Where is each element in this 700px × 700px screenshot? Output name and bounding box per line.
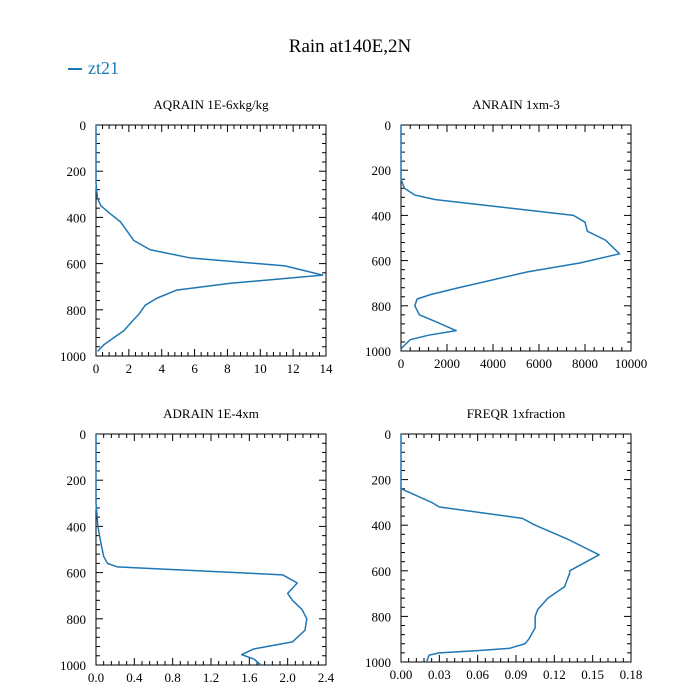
x-tick-label: 0.06 xyxy=(466,667,489,682)
x-tick-label: 14 xyxy=(320,361,334,376)
x-tick-label: 2000 xyxy=(434,356,460,371)
plot-frame xyxy=(95,124,327,357)
y-tick-label: 400 xyxy=(372,208,392,223)
y-tick-label: 1000 xyxy=(60,658,86,673)
x-tick-label: 1.2 xyxy=(203,670,219,685)
x-tick-label: 10 xyxy=(254,361,267,376)
figure-title: Rain at140E,2N xyxy=(288,36,412,57)
x-tick-label: 8 xyxy=(224,361,231,376)
series-line-zt21 xyxy=(95,434,308,666)
panel-title: ADRAIN 1E-4xm xyxy=(163,406,259,421)
panel-title: ANRAIN 1xm-3 xyxy=(472,97,560,112)
x-tick-label: 0.12 xyxy=(543,667,566,682)
y-tick-label: 0 xyxy=(385,118,392,133)
series-line-zt21 xyxy=(95,125,324,352)
y-tick-label: 600 xyxy=(67,566,87,581)
y-tick-label: 1000 xyxy=(365,344,391,359)
legend-swatch xyxy=(68,67,82,70)
x-tick-label: 10000 xyxy=(615,356,648,371)
panel-title: FREQR 1xfraction xyxy=(467,406,566,421)
y-tick-label: 0 xyxy=(385,427,392,442)
x-tick-label: 12 xyxy=(287,361,300,376)
x-tick-label: 0.03 xyxy=(428,667,451,682)
y-tick-label: 800 xyxy=(67,612,87,627)
y-tick-label: 0 xyxy=(80,118,87,133)
y-tick-label: 400 xyxy=(372,518,392,533)
x-tick-label: 0.4 xyxy=(126,670,143,685)
y-tick-label: 400 xyxy=(67,519,87,534)
y-tick-label: 1000 xyxy=(365,655,391,670)
x-tick-label: 2.4 xyxy=(318,670,335,685)
x-tick-label: 1.6 xyxy=(241,670,258,685)
series-line-zt21 xyxy=(400,125,621,350)
x-tick-label: 0.0 xyxy=(88,670,104,685)
y-tick-label: 200 xyxy=(372,163,392,178)
y-tick-label: 400 xyxy=(67,210,87,225)
x-tick-label: 6000 xyxy=(526,356,552,371)
x-tick-label: 2.0 xyxy=(280,670,296,685)
plot-frame xyxy=(400,124,632,352)
series-line-zt21 xyxy=(400,434,600,663)
x-tick-label: 4 xyxy=(158,361,165,376)
y-tick-label: 600 xyxy=(372,564,392,579)
x-tick-label: 0.8 xyxy=(165,670,181,685)
y-tick-label: 200 xyxy=(67,473,87,488)
x-tick-label: 6 xyxy=(191,361,198,376)
panel-title: AQRAIN 1E-6xkg/kg xyxy=(153,97,269,112)
panel-1: AQRAIN 1E-6xkg/kg 0 2 4 6 8 10 12 14 0 200 400 600 80… xyxy=(60,97,333,376)
y-tick-label: 600 xyxy=(67,257,87,272)
x-tick-label: 0 xyxy=(93,361,100,376)
y-tick-label: 200 xyxy=(67,164,87,179)
plot-frame xyxy=(95,433,327,666)
x-tick-label: 0.00 xyxy=(390,667,413,682)
y-tick-label: 200 xyxy=(372,473,392,488)
x-tick-label: 0.09 xyxy=(505,667,528,682)
plot-frame xyxy=(400,433,632,663)
legend-label: zt21 xyxy=(88,58,119,78)
y-tick-label: 800 xyxy=(372,299,392,314)
y-tick-label: 1000 xyxy=(60,349,86,364)
y-tick-label: 600 xyxy=(372,254,392,269)
x-tick-label: 0.15 xyxy=(581,667,604,682)
x-tick-label: 2 xyxy=(126,361,133,376)
y-tick-label: 0 xyxy=(80,427,87,442)
y-tick-label: 800 xyxy=(67,303,87,318)
panel-2: ANRAIN 1xm-3 0 2000 4000 6000 8000 10000 0 200 40… xyxy=(365,97,647,371)
legend: zt21 xyxy=(68,58,119,79)
panel-4: FREQR 1xfraction 0.00 0.03 0.06 0.09 0.12 0.15… xyxy=(365,406,642,682)
x-tick-label: 8000 xyxy=(572,356,598,371)
panel-3: ADRAIN 1E-4xm 0.0 0.4 0.8 1.2 1.6 2.0 2.4 0 200 40… xyxy=(60,406,335,685)
x-tick-label: 4000 xyxy=(480,356,506,371)
x-tick-label: 0.18 xyxy=(620,667,643,682)
y-tick-label: 800 xyxy=(372,609,392,624)
x-tick-label: 0 xyxy=(398,356,405,371)
